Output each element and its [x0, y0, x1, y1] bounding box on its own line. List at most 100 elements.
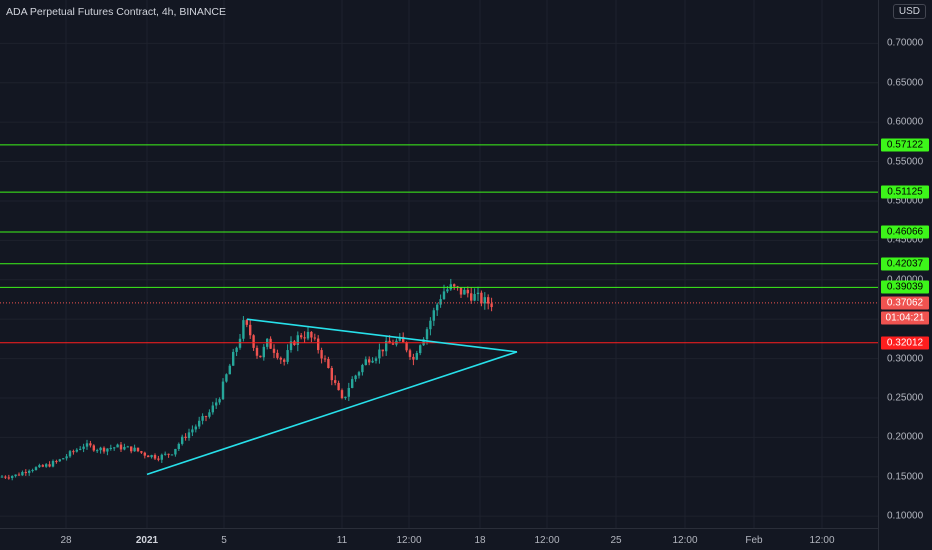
candle-up	[235, 347, 238, 352]
candle-down	[480, 292, 483, 304]
chart-title: ADA Perpetual Futures Contract, 4h, BINA…	[6, 6, 227, 18]
candle-up	[398, 336, 401, 341]
candle-down	[167, 453, 170, 455]
candle-up	[34, 467, 38, 471]
candle-down	[330, 368, 333, 381]
time-tick-label: 11	[336, 535, 348, 546]
candle-up	[473, 294, 476, 301]
candle-down	[204, 416, 208, 418]
currency-button[interactable]: USD	[892, 4, 926, 19]
candle-up	[238, 338, 242, 348]
candle-down	[157, 458, 160, 460]
candle-down	[41, 465, 44, 467]
candle-up	[357, 372, 361, 376]
candle-down	[388, 340, 391, 344]
candle-down	[4, 476, 7, 478]
price-axis[interactable]: USD 0.70000 0.65000 0.60000 0.55000 0.50000 0…	[878, 0, 932, 550]
candle-up	[228, 365, 231, 375]
candle-up	[174, 448, 177, 455]
candle-up	[177, 443, 180, 449]
candle-down	[340, 390, 344, 399]
candle-down	[143, 452, 146, 456]
candle-down	[283, 359, 286, 362]
candle-down	[279, 357, 282, 360]
time-tick-label: Feb	[745, 535, 763, 546]
candle-down	[337, 382, 340, 391]
candle-up	[0, 476, 4, 478]
candle-down	[402, 336, 405, 343]
candle-up	[201, 416, 204, 421]
candle-up	[187, 432, 191, 439]
candle-down	[272, 348, 276, 353]
candle-up	[436, 304, 439, 311]
candle-down	[368, 359, 371, 363]
level-price-badge: 0.39039	[881, 280, 929, 294]
price-tick-label: 0.65000	[887, 77, 924, 89]
candle-up	[160, 454, 163, 460]
candle-up	[116, 444, 119, 448]
candle-down	[300, 335, 303, 338]
candle-up	[62, 458, 65, 460]
price-tick-label: 0.45000	[887, 234, 924, 246]
price-chart[interactable]	[0, 0, 878, 528]
candle-up	[351, 379, 354, 388]
candle-up	[68, 451, 72, 457]
candle-down	[7, 477, 10, 479]
candle-down	[487, 297, 490, 304]
candle-up	[483, 297, 486, 304]
candle-up	[51, 461, 55, 467]
candle-up	[419, 345, 422, 354]
candle-down	[17, 474, 21, 476]
candle-up	[79, 448, 82, 450]
candle-up	[113, 447, 116, 449]
candle-up	[306, 331, 310, 339]
candle-down	[470, 293, 473, 301]
price-tick-label: 0.70000	[887, 37, 924, 49]
price-tick-label: 0.55000	[887, 156, 924, 168]
candle-up	[123, 446, 126, 450]
candle-up	[463, 289, 466, 295]
candle-down	[153, 455, 157, 459]
candle-down	[245, 320, 248, 325]
candle-up	[99, 447, 102, 451]
candle-up	[85, 443, 89, 447]
candle-down	[92, 445, 95, 451]
candle-down	[184, 436, 187, 439]
candle-up	[181, 436, 184, 444]
candle-up	[296, 335, 299, 345]
candle-up	[449, 284, 452, 290]
candle-up	[347, 387, 350, 397]
level-price-badge: 0.32012	[881, 336, 929, 350]
candle-up	[208, 412, 211, 417]
candle-down	[130, 446, 133, 452]
candle-down	[48, 464, 51, 467]
candle-up	[364, 359, 367, 366]
price-tick-label: 0.50000	[887, 195, 924, 207]
candle-down	[140, 451, 143, 453]
candle-up	[442, 291, 446, 300]
candle-up	[133, 447, 136, 452]
candle-down	[252, 335, 255, 348]
candle-down	[408, 350, 412, 357]
candle-up	[194, 426, 197, 430]
candle-up	[425, 329, 429, 340]
candle-up	[354, 375, 357, 380]
candle-up	[262, 346, 265, 358]
time-axis[interactable]: 28 2021 5 11 12:00 18 12:00 25 12:00 Feb 12:00	[0, 528, 878, 550]
candle-down	[24, 472, 27, 474]
time-tick-label: 2021	[135, 535, 159, 546]
candle-down	[89, 443, 92, 446]
candle-up	[286, 350, 289, 362]
chart-area[interactable]: ADA Perpetual Futures Contract, 4h, BINA…	[0, 0, 878, 528]
candle-up	[45, 464, 48, 467]
price-tick-label: 0.20000	[887, 431, 924, 443]
candle-down	[317, 338, 320, 351]
price-tick-label: 0.30000	[887, 353, 924, 365]
candle-up	[289, 341, 293, 351]
level-price-badge: 0.42037	[881, 257, 929, 271]
candle-up	[371, 360, 374, 363]
time-tick-label: 12:00	[672, 535, 698, 546]
candle-up	[28, 470, 31, 473]
candle-up	[82, 446, 85, 449]
candle-up	[439, 299, 442, 305]
